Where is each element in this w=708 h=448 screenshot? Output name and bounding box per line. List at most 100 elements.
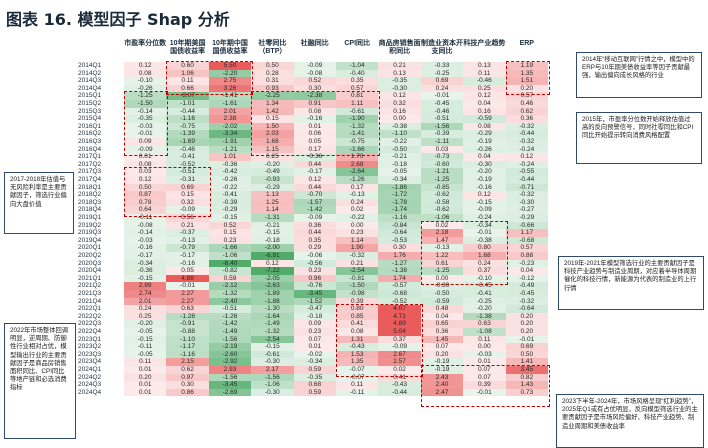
value-cell: -7.22	[251, 267, 294, 275]
value-cell: 2.68	[336, 160, 379, 169]
value-cell: 0.65	[420, 320, 464, 328]
value-cell: 0.07	[463, 373, 506, 382]
value-cell: -0.01	[166, 282, 209, 290]
value-cell: -0.37	[166, 229, 209, 237]
value-cell: 1.01	[208, 153, 252, 161]
value-cell: -0.61	[336, 107, 379, 116]
value-cell: 0.91	[293, 100, 336, 108]
value-cell: -1.42	[208, 320, 252, 328]
value-cell: -0.29	[463, 130, 506, 138]
value-cell: 0.20	[505, 312, 548, 321]
value-cell: -1.32	[208, 290, 252, 298]
table-row: 2020Q3 -0.34 -0.16 -6.40 0.12 -0.56 0.21 -1.27 0…	[78, 259, 548, 268]
value-cell: -1.72	[378, 191, 421, 199]
value-cell: -1.06	[208, 252, 252, 260]
value-cell: -0.17	[124, 252, 167, 260]
value-cell: 0.24	[420, 84, 464, 93]
highlight-box	[336, 304, 423, 377]
highlight-box	[124, 91, 169, 157]
value-cell: 0.37	[463, 267, 506, 275]
value-cell: -0.03	[463, 350, 506, 359]
value-cell: -0.01	[420, 92, 464, 100]
row-label: 2023Q1	[78, 335, 102, 343]
value-cell: -3.07	[166, 92, 209, 100]
value-cell: 0.59	[293, 388, 336, 397]
value-cell: 1.43	[505, 381, 548, 389]
value-cell: -0.51	[208, 305, 252, 313]
row-label: 2015Q2	[78, 100, 102, 107]
row-label: 2016Q3	[78, 138, 102, 145]
column-header: ERP	[519, 40, 534, 47]
column-header: 10年期中国国债收益率	[212, 40, 248, 55]
value-cell: -1.56	[420, 122, 464, 131]
value-cell: -1.32	[336, 122, 379, 131]
value-cell: 0.09	[293, 320, 336, 328]
value-cell: 2.27	[166, 297, 209, 306]
table-row: 2023Q2 -0.11 -1.17 -2.19 -0.15 0.01 -0.43 -0.09…	[78, 343, 548, 351]
value-cell: -1.08	[463, 328, 506, 336]
value-cell: -0.41	[166, 153, 209, 161]
value-cell: 0.12	[251, 259, 294, 268]
value-cell: 0.93	[251, 84, 294, 93]
value-cell: -0.06	[293, 252, 336, 260]
column-header: CPI同比	[344, 40, 371, 47]
table-row: 2020Q4 -0.36 0.05 -0.82 -7.22 0.23 -2.54 -1.38-…	[78, 267, 548, 275]
value-cell: -0.75	[336, 138, 379, 146]
value-cell: -1.38	[463, 312, 506, 321]
value-cell: 0.08	[124, 160, 167, 169]
value-cell: 2.67	[378, 350, 421, 359]
value-cell: -1.49	[251, 320, 294, 328]
value-cell: -1.50	[124, 100, 167, 108]
table-row: 2021Q4 2.01 2.27 -2.40 -1.88 -1.52 0.39 -0.52 -0…	[78, 297, 548, 306]
value-cell: -1.21	[208, 145, 252, 154]
value-cell: -0.73	[420, 153, 464, 161]
value-cell: 2.01	[124, 297, 167, 306]
table-row: 2023Q3 -0.05 -1.16 -2.60 -0.61 -0.02 1.53 2.67 0…	[78, 350, 548, 359]
value-cell: 4.07	[378, 305, 421, 313]
annotation-note: 2022年市场整体回调明显，逆周期、防御性行业相对占优，模型输出行业的主要贡献因…	[4, 323, 76, 439]
value-cell: 0.85	[336, 312, 379, 321]
value-cell: 0.41	[336, 320, 379, 328]
value-cell: -2.20	[208, 69, 252, 78]
value-cell: 0.03	[124, 168, 167, 176]
value-cell: -0.71	[505, 183, 548, 192]
value-cell: 0.07	[293, 335, 336, 344]
value-cell: 0.00	[463, 343, 506, 351]
value-cell: -0.45	[505, 290, 548, 298]
row-label: 2019Q1	[78, 214, 102, 221]
value-cell: -0.09	[293, 214, 336, 222]
row-label: 2016Q2	[78, 130, 102, 138]
value-cell: -0.64	[378, 229, 421, 237]
table-row: 2017Q1 0.01 -0.41 1.01 0.25 -0.36 1.70 -0.21 -0.…	[78, 153, 548, 161]
value-cell: 0.39	[463, 381, 506, 389]
value-cell: 0.02	[378, 366, 421, 374]
table-row: 2018Q1 0.50 0.69 -0.22 -0.29 0.44 0.17 -1.86 -0.…	[78, 183, 548, 192]
value-cell: 0.24	[124, 305, 167, 313]
value-cell: -1.26	[208, 312, 252, 321]
value-cell: 0.78	[124, 198, 167, 207]
value-cell: 0.15	[166, 191, 209, 199]
value-cell: -0.20	[463, 305, 506, 313]
value-cell: 0.82	[505, 373, 548, 382]
value-cell: 0.44	[293, 183, 336, 192]
value-cell: 0.86	[166, 388, 209, 397]
value-cell: -0.58	[420, 198, 464, 207]
value-cell: 3.45	[505, 366, 548, 374]
table-row: 2021Q2 2.99 -0.01 -2.12 -2.63 -0.76 -1.50 -0.57…	[78, 282, 548, 290]
row-label: 2017Q1	[78, 153, 102, 161]
value-cell: 0.96	[293, 274, 336, 283]
value-cell: -1.16	[166, 115, 209, 123]
value-cell: -1.56	[251, 373, 294, 382]
value-cell: 0.12	[293, 176, 336, 184]
value-cell: -0.34	[124, 259, 167, 268]
value-cell: 1.90	[336, 244, 379, 252]
value-cell: -0.15	[251, 343, 294, 351]
value-cell: 1.35	[505, 69, 548, 78]
value-cell: 0.36	[293, 221, 336, 230]
value-cell: 0.39	[336, 297, 379, 306]
value-cell: -0.45	[463, 282, 506, 290]
value-cell: -0.21	[378, 153, 421, 161]
value-cell: 0.15	[208, 229, 252, 237]
value-cell: -1.16	[378, 214, 421, 222]
value-cell: -0.33	[420, 62, 464, 70]
